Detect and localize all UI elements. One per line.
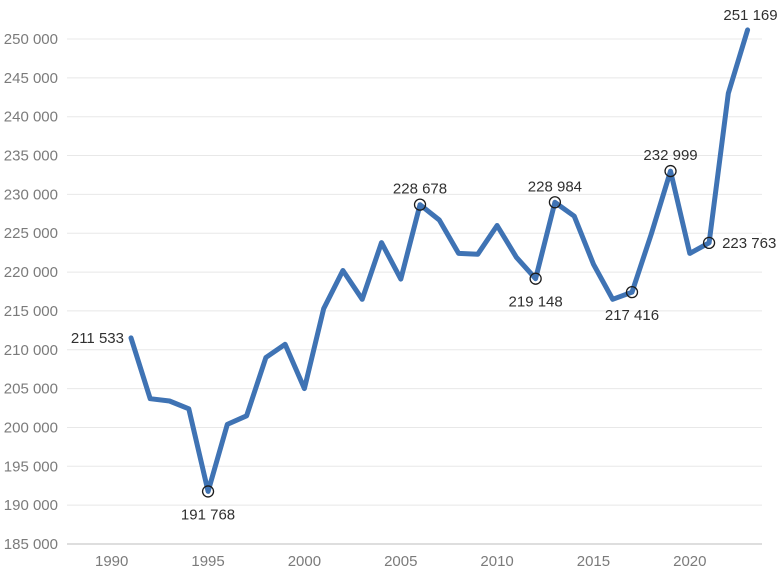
data-point-label: 251 169 <box>723 7 777 24</box>
y-tick-label: 200 000 <box>4 419 58 436</box>
data-point-marker <box>201 485 215 498</box>
x-tick-label: 2000 <box>288 553 321 570</box>
data-point-label: 219 148 <box>509 294 563 311</box>
x-tick-label: 2005 <box>384 553 417 570</box>
data-point-label: 191 768 <box>181 506 235 523</box>
data-point-label: 228 984 <box>528 178 582 195</box>
y-tick-label: 185 000 <box>4 536 58 553</box>
data-point-marker <box>625 286 639 299</box>
data-point-label: 232 999 <box>643 147 697 164</box>
data-point-label: 211 533 <box>71 330 124 347</box>
x-tick-label: 2010 <box>480 553 513 570</box>
y-tick-label: 195 000 <box>4 458 58 475</box>
data-point-label: 217 416 <box>605 307 659 324</box>
y-tick-label: 190 000 <box>4 497 58 514</box>
y-tick-label: 230 000 <box>4 186 58 203</box>
y-tick-label: 245 000 <box>4 70 58 87</box>
x-tick-label: 2015 <box>577 553 610 570</box>
data-point-markers <box>201 164 716 498</box>
series-line-path <box>128 27 751 494</box>
data-point-label: 223 763 <box>722 235 776 252</box>
data-point-marker <box>702 236 716 249</box>
y-tick-label: 220 000 <box>4 264 58 281</box>
y-tick-label: 210 000 <box>4 342 58 359</box>
y-tick-label: 250 000 <box>4 31 58 48</box>
y-axis-labels: 185 000 190 000 195 000 200 000 205 000 210 0… <box>4 31 58 553</box>
data-point-labels: 211 533 191 768 228 678 219 148 228 984 217 4… <box>71 7 778 523</box>
x-tick-label: 1990 <box>95 553 128 570</box>
data-point-marker <box>548 196 562 209</box>
data-series <box>128 27 751 494</box>
y-tick-label: 240 000 <box>4 109 58 126</box>
x-tick-label: 2020 <box>673 553 706 570</box>
x-axis-labels: 1990 1995 2000 2005 2010 2015 2020 <box>95 553 706 570</box>
y-tick-label: 215 000 <box>4 303 58 320</box>
data-point-marker <box>529 272 542 285</box>
y-tick-label: 235 000 <box>4 148 58 165</box>
gridlines <box>67 38 762 545</box>
y-tick-label: 205 000 <box>4 381 58 398</box>
data-point-marker <box>664 164 677 178</box>
y-tick-label: 225 000 <box>4 225 58 242</box>
data-point-marker <box>413 198 427 211</box>
x-tick-label: 1995 <box>191 553 224 570</box>
data-point-label: 228 678 <box>393 181 447 198</box>
